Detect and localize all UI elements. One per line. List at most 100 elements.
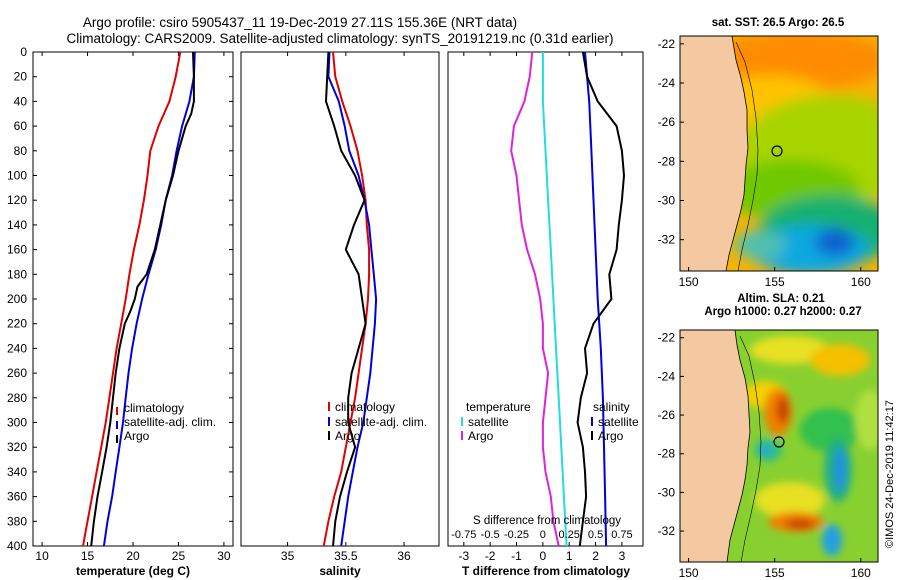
sst-argo-location-marker <box>771 145 783 157</box>
lon-tick-label: 155 <box>765 275 785 289</box>
depth-tick-label: 180 <box>7 267 27 281</box>
series-line-temperature-argo <box>510 51 560 547</box>
lat-tick-label: -28 <box>658 154 676 168</box>
s-tick-label: 0.5 <box>588 529 603 541</box>
lat-tick-label: -22 <box>658 37 676 51</box>
s-tick-label: 0.75 <box>611 529 632 541</box>
temperature-panel: 0204060801001201401601802002202402602803… <box>7 45 643 578</box>
sst-map-title: sat. SST: 26.5 Argo: 26.5 <box>712 17 845 29</box>
x-tick-label: 35 <box>281 549 295 563</box>
sla-heatmap <box>680 330 878 562</box>
depth-tick-label: 160 <box>7 243 27 257</box>
difference-series <box>510 51 626 547</box>
lon-tick-label: 155 <box>765 566 785 580</box>
lat-tick-label: -28 <box>658 447 676 461</box>
difference-panel: -3 -2 -1 0 1 2 3 temperature satellite Argo sa… <box>447 51 644 578</box>
s-tick-label: 0.25 <box>559 529 580 541</box>
legend-argo-label: Argo <box>124 429 150 443</box>
salinity-x-axis: 35 35.5 36 <box>281 52 411 563</box>
imos-credit: ©IMOS 24-Dec-2019 11:42:17 <box>884 400 896 548</box>
s-tick-label: -0.75 <box>451 529 476 541</box>
lat-tick-label: -30 <box>658 485 676 499</box>
x-tick-label: 36 <box>397 549 411 563</box>
s-difference-label: S difference from climatology <box>473 515 621 527</box>
lat-tick-label: -26 <box>658 408 676 422</box>
x-tick-label: 3 <box>619 549 626 563</box>
series-line-salinity-satellite <box>584 51 608 547</box>
series-line-argo <box>90 51 195 547</box>
depth-tick-label: 300 <box>7 416 27 430</box>
depth-tick-label: 20 <box>14 70 28 84</box>
x-tick-label: 25 <box>172 549 186 563</box>
depth-tick-label: 80 <box>14 144 28 158</box>
lon-tick-label: 150 <box>679 566 699 580</box>
sst-map-panel: sat. SST: 26.5 Argo: 26.5 150 155 160 -22 -2… <box>658 17 879 289</box>
depth-tick-label: 380 <box>7 514 27 528</box>
lat-tick-label: -32 <box>658 233 676 247</box>
depth-tick-label: 120 <box>7 193 27 207</box>
depth-tick-label: 280 <box>7 391 27 405</box>
legend-sal-argo-label: Argo <box>598 429 624 443</box>
lat-tick-label: -26 <box>658 115 676 129</box>
temperature-plot-frame <box>32 51 234 547</box>
sla-map-panel: Altim. SLA: 0.21 Argo h1000: 0.27 h2000:… <box>658 293 879 580</box>
salinity-x-label: salinity <box>319 564 361 578</box>
lat-tick-label: -24 <box>658 369 676 383</box>
legend-satellite-label: satellite-adj. clim. <box>124 415 216 429</box>
sst-coastline-land <box>680 36 749 271</box>
x-tick-label: 35.5 <box>334 549 358 563</box>
lat-tick-label: -22 <box>658 331 676 345</box>
series-line-salinity-argo <box>576 51 626 547</box>
lon-tick-label: 160 <box>851 566 871 580</box>
depth-tick-label: 400 <box>7 539 27 553</box>
sla-coastline-land <box>680 330 751 562</box>
sst-map-axes: 150 155 160 -22 -24 -26 -28 -30 -32 <box>658 37 871 289</box>
legend-temperature-title: temperature <box>466 400 531 414</box>
x-tick-label: -3 <box>458 549 469 563</box>
depth-tick-label: 320 <box>7 440 27 454</box>
difference-x-axis: -3 -2 -1 0 1 2 3 <box>458 52 626 563</box>
lon-tick-label: 150 <box>679 275 699 289</box>
depth-tick-label: 140 <box>7 218 27 232</box>
x-tick-label: 10 <box>35 549 49 563</box>
x-tick-label: -1 <box>511 549 522 563</box>
depth-tick-label: 260 <box>7 366 27 380</box>
depth-tick-label: 240 <box>7 341 27 355</box>
t-difference-label: T difference from climatology <box>462 564 630 578</box>
legend-argo-label: Argo <box>335 429 361 443</box>
sst-isobath <box>735 41 759 271</box>
sla-map-title: Altim. SLA: 0.21 <box>737 293 825 305</box>
depth-tick-label: 0 <box>20 45 27 59</box>
salinity-series <box>322 51 378 547</box>
legend-temp-satellite-label: satellite <box>468 415 509 429</box>
depth-tick-label: 200 <box>7 292 27 306</box>
salinity-legend: climatology satellite-adj. clim. Argo <box>328 400 427 443</box>
x-tick-label: 15 <box>81 549 95 563</box>
sla-map-axes: 150 155 160 -22 -24 -26 -28 -30 -32 <box>658 331 871 580</box>
lat-tick-label: -32 <box>658 524 676 538</box>
legend-salinity-title: salinity <box>593 400 630 414</box>
title-line-2: Climatology: CARS2009. Satellite-adjuste… <box>66 31 613 46</box>
salinity-plot-frame <box>240 51 440 547</box>
depth-tick-label: 360 <box>7 490 27 504</box>
sla-map-subtitle: Argo h1000: 0.27 h2000: 0.27 <box>704 306 861 318</box>
series-line-satellite-adj-clim- <box>327 51 378 547</box>
depth-tick-label: 340 <box>7 465 27 479</box>
sla-isobath <box>739 335 762 562</box>
sst-map-frame <box>679 35 879 272</box>
legend-satellite-label: satellite-adj. clim. <box>335 415 427 429</box>
depth-tick-label: 100 <box>7 169 27 183</box>
s-tick-label: 0 <box>540 529 546 541</box>
x-tick-label: -2 <box>485 549 496 563</box>
legend-temp-argo-label: Argo <box>468 429 494 443</box>
sla-argo-location-marker <box>773 436 785 448</box>
salinity-panel: 35 35.5 36 climatology satellite-adj. clim… <box>240 51 440 578</box>
lat-tick-label: -30 <box>658 194 676 208</box>
x-tick-label: 0 <box>540 549 547 563</box>
series-line-argo <box>324 51 367 547</box>
depth-tick-label: 60 <box>14 119 28 133</box>
s-difference-ticks: -0.75 -0.5 -0.25 0 0.25 0.5 0.75 <box>451 529 632 541</box>
sla-map-frame <box>679 329 879 563</box>
series-line-climatology <box>322 51 371 547</box>
